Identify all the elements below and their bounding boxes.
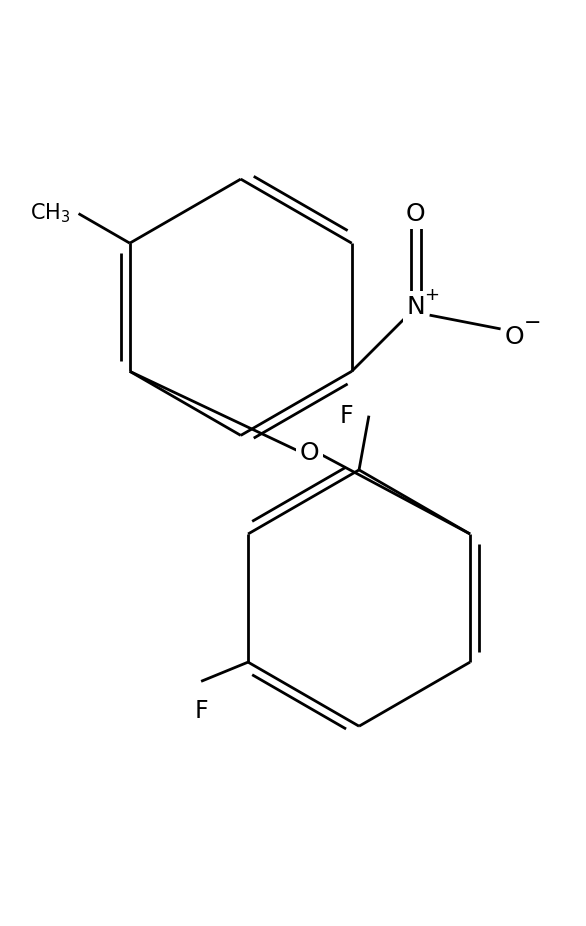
Text: O: O <box>406 202 425 226</box>
Text: O: O <box>300 441 319 465</box>
Text: CH$_3$: CH$_3$ <box>30 202 71 225</box>
Text: F: F <box>195 699 208 723</box>
Text: N: N <box>407 295 425 319</box>
Text: +: + <box>424 286 439 305</box>
Text: −: − <box>523 313 541 333</box>
Text: O: O <box>505 325 524 349</box>
Text: F: F <box>339 404 353 428</box>
